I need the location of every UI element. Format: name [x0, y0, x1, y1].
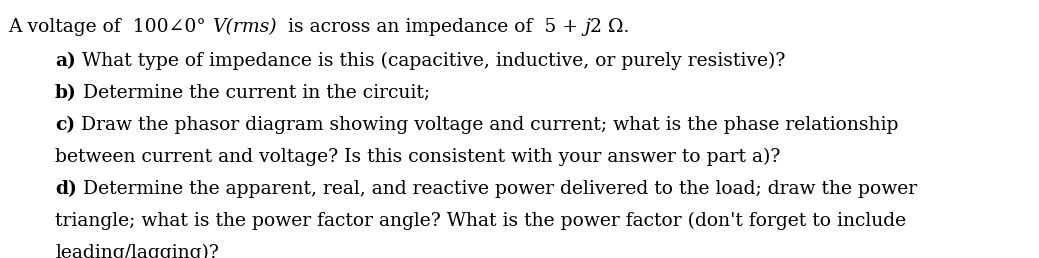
Text: j: j — [584, 18, 590, 36]
Text: triangle; what is the power factor angle? What is the power factor (don't forget: triangle; what is the power factor angle… — [55, 212, 906, 230]
Text: Determine the apparent, real, and reactive power delivered to the load; draw the: Determine the apparent, real, and reacti… — [77, 180, 917, 198]
Text: A voltage of  100∠0°: A voltage of 100∠0° — [8, 18, 212, 36]
Text: V(rms): V(rms) — [212, 18, 276, 36]
Text: d): d) — [55, 180, 77, 198]
Text: between current and voltage? Is this consistent with your answer to part a)?: between current and voltage? Is this con… — [55, 148, 780, 166]
Text: is across an impedance of  5 +: is across an impedance of 5 + — [276, 18, 584, 36]
Text: b): b) — [55, 84, 77, 102]
Text: c): c) — [55, 116, 75, 134]
Text: 2 Ω.: 2 Ω. — [590, 18, 630, 36]
Text: a): a) — [55, 52, 76, 70]
Text: leading/lagging)?: leading/lagging)? — [55, 244, 219, 258]
Text: What type of impedance is this (capacitive, inductive, or purely resistive)?: What type of impedance is this (capaciti… — [76, 52, 785, 70]
Text: Draw the phasor diagram showing voltage and current; what is the phase relations: Draw the phasor diagram showing voltage … — [75, 116, 899, 134]
Text: Determine the current in the circuit;: Determine the current in the circuit; — [77, 84, 430, 102]
